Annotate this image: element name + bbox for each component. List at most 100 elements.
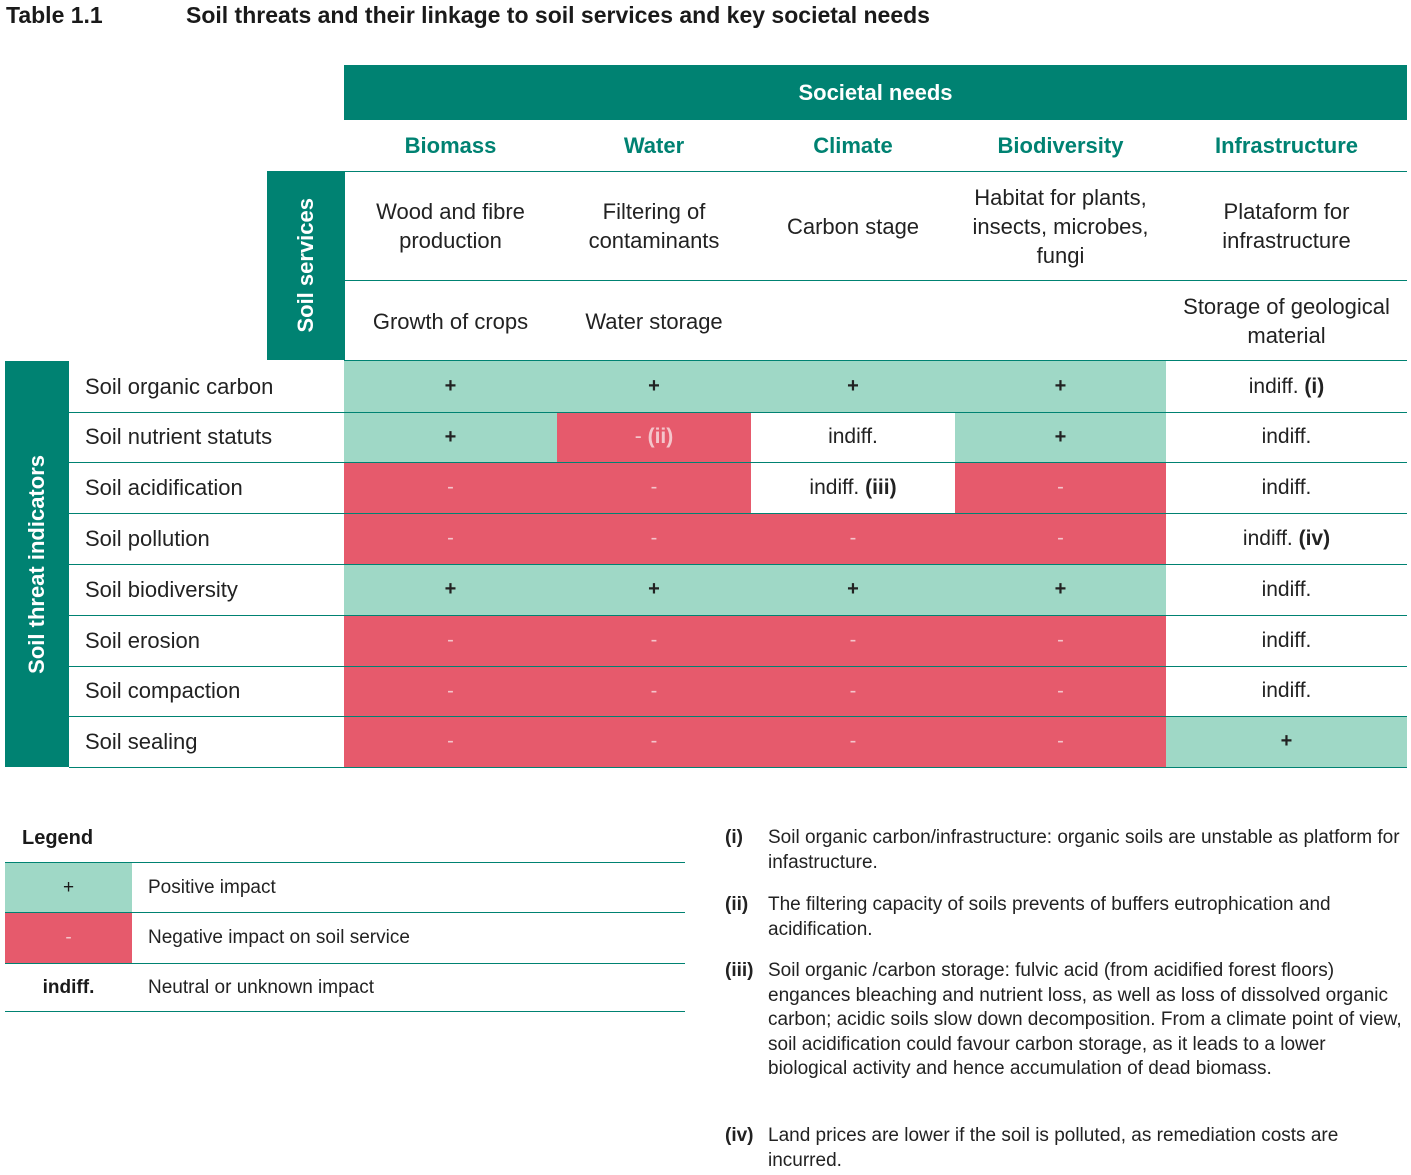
threat-label: Soil threat indicators: [24, 454, 49, 674]
table-cell: -: [557, 513, 751, 564]
table-cell: -: [557, 716, 751, 767]
table-cell: -: [955, 716, 1166, 767]
cell-value: -: [1057, 730, 1064, 752]
divider: [69, 615, 1407, 616]
cell-value: indiff. (iv): [1242, 526, 1331, 550]
table-cell: +: [557, 564, 751, 615]
table-cell: -: [751, 666, 955, 716]
societal-needs-header: Societal needs: [344, 65, 1407, 120]
table-cell: indiff.: [751, 412, 955, 462]
soil-services-label: Soil services: [293, 198, 318, 333]
cell-value: -: [650, 730, 658, 752]
table-cell: -: [557, 666, 751, 716]
table-cell: -: [344, 462, 557, 513]
cell-value: +: [444, 425, 457, 448]
row-label: Soil acidification: [85, 474, 243, 500]
table-cell: +: [751, 564, 955, 615]
legend-divider: [5, 912, 685, 913]
cell-value: -: [447, 730, 454, 752]
table-cell: +: [955, 412, 1166, 462]
cell-value: +: [1054, 375, 1067, 397]
cell-value: +: [1054, 425, 1067, 448]
cell-value: -: [447, 679, 454, 702]
table-cell: -: [955, 666, 1166, 716]
footnote-number: (ii): [725, 894, 749, 915]
table-title-text: Soil threats and their linkage to soil s…: [186, 2, 930, 28]
table-cell: -: [344, 666, 557, 716]
footnote-number: (i): [725, 827, 743, 848]
cell-value: indiff. (i): [1248, 374, 1325, 398]
soil-services-band: Soil services: [267, 171, 345, 360]
need-header-biomass: Biomass: [404, 132, 497, 158]
legend-divider: [5, 862, 685, 863]
cell-value: -: [1057, 629, 1064, 651]
legend-swatch: indiff.: [5, 964, 132, 1011]
cell-value: indiff.: [1261, 628, 1312, 652]
divider: [69, 666, 1407, 667]
table-cell: +: [344, 564, 557, 615]
table-cell: -: [751, 513, 955, 564]
footnote: (ii) The filtering capacity of soils prev…: [725, 893, 1405, 942]
need-header-water: Water: [623, 132, 685, 158]
table-cell: -: [751, 716, 955, 767]
table-cell: +: [344, 412, 557, 462]
table-cell: +: [955, 564, 1166, 615]
table-cell: -: [955, 513, 1166, 564]
cell-value: -: [447, 476, 454, 498]
table-cell: +: [751, 361, 955, 412]
legend-description: Positive impact: [148, 876, 276, 898]
cell-value: -: [650, 679, 658, 702]
footnote-number: (iii): [725, 960, 754, 981]
cell-footnote-ref: (iv): [1298, 526, 1331, 550]
footnote-number: (iv): [725, 1125, 754, 1146]
cell-value: - (ii): [634, 425, 674, 448]
legend-description: Neutral or unknown impact: [148, 976, 374, 998]
need-header-infrastructure: Infrastructure: [1214, 132, 1359, 158]
cell-value: indiff.: [1261, 425, 1312, 448]
service-primary: Habitat for plants, insects, microbes, f…: [972, 184, 1149, 268]
legend-description: Negative impact on soil service: [148, 927, 410, 948]
table-cell: -: [344, 615, 557, 666]
cell-value: -: [849, 629, 857, 651]
cell-value: -: [447, 629, 454, 651]
table-cell: -: [751, 615, 955, 666]
table-cell: indiff.: [1166, 666, 1407, 716]
cell-value: -: [849, 527, 857, 549]
cell-value: -: [447, 527, 454, 549]
row-label: Soil erosion: [85, 627, 200, 653]
divider: [344, 360, 1407, 361]
footnote-text: Soil organic /carbon storage: fulvic aci…: [768, 960, 1402, 1079]
divider: [69, 564, 1407, 565]
row-label: Soil sealing: [85, 728, 198, 754]
table-cell: indiff.: [1166, 615, 1407, 666]
table-cell: indiff.: [1166, 412, 1407, 462]
footnote-text: Soil organic carbon/infrastructure: orga…: [768, 827, 1400, 873]
cell-value: -: [650, 527, 658, 549]
cell-value: indiff.: [1261, 577, 1312, 601]
divider: [344, 171, 1407, 172]
footnote-text: Land prices are lower if the soil is pol…: [768, 1125, 1339, 1171]
divider: [344, 280, 1407, 281]
cell-value: -: [1057, 679, 1064, 702]
cell-value: +: [847, 375, 859, 397]
divider: [69, 513, 1407, 514]
cell-value: +: [1280, 730, 1293, 752]
divider: [69, 767, 1407, 768]
table-cell: indiff. (i): [1166, 361, 1407, 412]
service-secondary: Water storage: [585, 308, 723, 334]
service-primary: Carbon stage: [786, 213, 920, 239]
service-secondary: Storage of geological material: [1183, 294, 1390, 348]
row-label: Soil pollution: [85, 525, 210, 551]
need-header-climate: Climate: [813, 132, 893, 158]
cell-value: +: [444, 578, 457, 600]
table-cell: -: [344, 716, 557, 767]
table-cell: -: [557, 615, 751, 666]
row-label: Soil biodiversity: [85, 576, 238, 602]
table-cell: -: [557, 462, 751, 513]
table-cell: -: [955, 615, 1166, 666]
table-cell: indiff. (iii): [751, 462, 955, 513]
table-cell: +: [344, 361, 557, 412]
table-cell: +: [1166, 716, 1407, 767]
table-cell: +: [955, 361, 1166, 412]
table-number: Table 1.1: [6, 2, 103, 28]
